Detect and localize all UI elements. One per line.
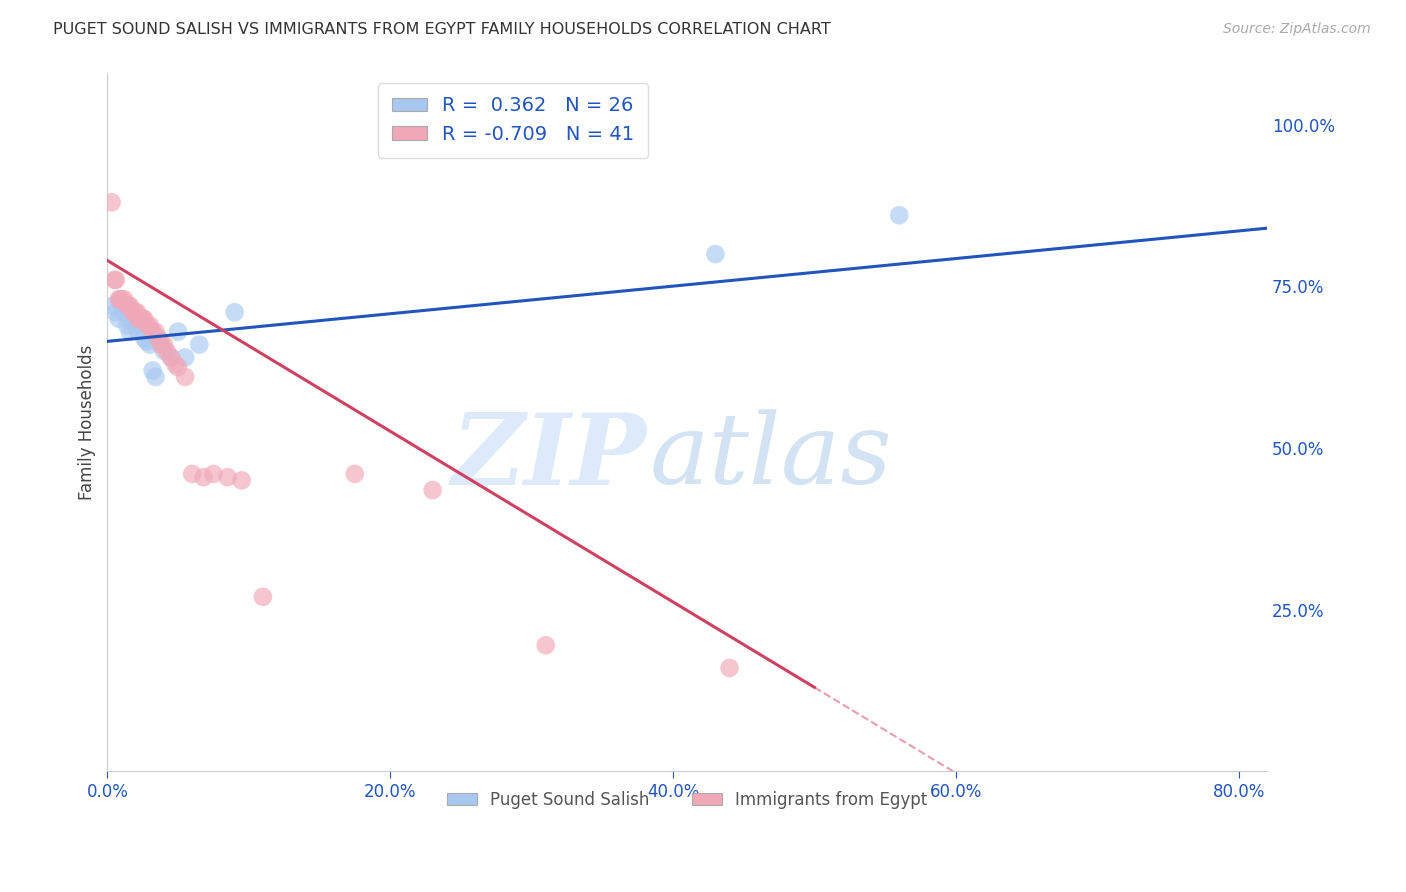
Point [124,318,146,333]
Text: PUGET SOUND SALISH VS IMMIGRANTS FROM EGYPT FAMILY HOUSEHOLDS CORRELATION CHART: PUGET SOUND SALISH VS IMMIGRANTS FROM EG… [53,22,831,37]
Text: atlas: atlas [650,409,893,505]
Point [139,337,162,351]
Point [156,344,179,359]
Point [131,311,153,326]
Legend: Puget Sound Salish, Immigrants from Egypt: Puget Sound Salish, Immigrants from Egyp… [440,784,934,815]
Point [124,305,146,319]
Point [112,305,135,319]
Point [167,360,190,375]
Point [188,337,211,351]
Point [121,315,143,329]
Point [889,208,911,222]
Point [148,331,170,345]
Point [125,305,148,319]
Point [142,325,165,339]
Point [343,467,366,481]
Point [103,273,125,287]
Point [534,638,557,652]
Point [252,590,274,604]
Point [174,351,197,365]
Point [167,325,190,339]
Point [231,474,253,488]
Point [181,467,204,481]
Point [112,293,135,307]
Point [117,299,139,313]
Point [127,311,149,326]
Point [145,370,167,384]
Point [150,337,173,351]
Point [127,311,149,326]
Point [110,293,132,307]
Y-axis label: Family Households: Family Households [79,344,96,500]
Point [153,344,176,359]
Point [134,331,156,345]
Point [118,299,141,313]
Point [100,195,122,210]
Point [704,247,727,261]
Point [121,305,143,319]
Point [422,483,444,497]
Point [148,331,170,345]
Point [217,470,239,484]
Text: ZIP: ZIP [451,409,647,506]
Point [131,311,153,326]
Point [160,351,183,365]
Text: Source: ZipAtlas.com: Source: ZipAtlas.com [1223,22,1371,37]
Point [145,325,167,339]
Point [108,293,131,307]
Point [165,357,187,371]
Point [136,334,159,349]
Point [202,467,225,481]
Point [718,661,741,675]
Point [101,299,124,313]
Point [107,293,129,307]
Point [115,299,138,313]
Point [150,337,173,351]
Point [110,299,132,313]
Point [224,305,246,319]
Point [174,370,197,384]
Point [107,311,129,326]
Point [136,318,159,333]
Point [153,337,176,351]
Point [139,318,162,333]
Point [193,470,215,484]
Point [115,318,138,333]
Point [160,351,183,365]
Point [104,273,127,287]
Point [142,363,165,377]
Point [122,305,145,319]
Point [134,311,156,326]
Point [132,311,155,326]
Point [127,325,149,339]
Point [118,325,141,339]
Point [104,305,127,319]
